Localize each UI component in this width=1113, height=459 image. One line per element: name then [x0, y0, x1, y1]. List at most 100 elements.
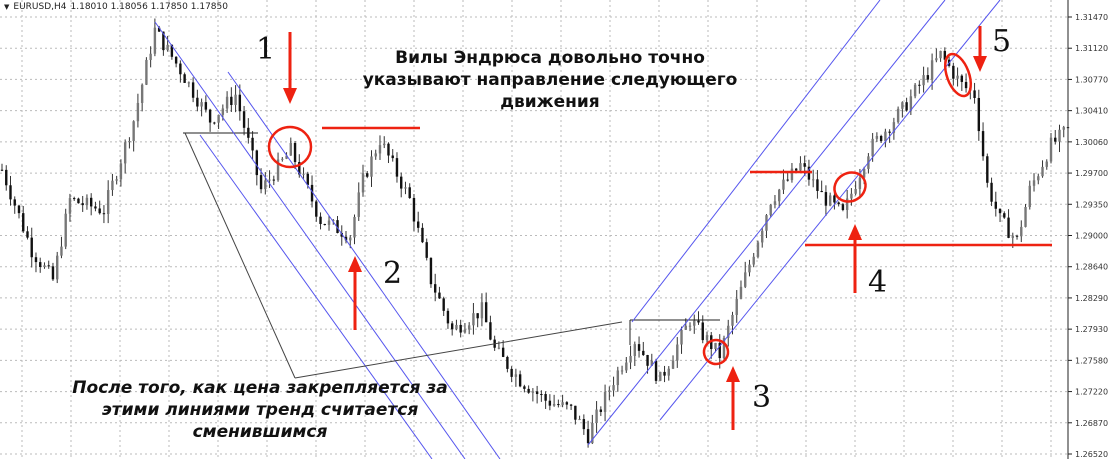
arrows [283, 26, 987, 430]
candle-body [0, 169, 4, 171]
candle-body [17, 205, 21, 214]
candle-body [540, 394, 543, 396]
candle-body [123, 142, 127, 164]
candle-body [349, 237, 352, 241]
candle-body [315, 201, 318, 217]
candle-body [956, 75, 959, 79]
candle-body [467, 325, 471, 330]
candle-body [794, 168, 798, 171]
candle-body [884, 131, 887, 142]
candle-body [680, 329, 683, 345]
candle-body [582, 419, 586, 430]
candle-body [862, 168, 866, 178]
price-tick-label: 1.31470 [1075, 13, 1108, 22]
candle-body [200, 102, 203, 107]
highlight-ellipse [833, 171, 867, 203]
candle-body [191, 82, 195, 98]
candle-body [514, 374, 518, 377]
candle-body [591, 422, 594, 444]
candle-body [463, 329, 467, 333]
label-2: 2 [383, 256, 403, 291]
candle-body [654, 360, 658, 381]
candle-body [637, 344, 641, 351]
candle-body [952, 65, 955, 79]
candle-body [102, 213, 106, 215]
candle-body [298, 162, 301, 175]
candle-body [773, 201, 777, 205]
bottom-note: После того, как цена закрепляется за эти… [72, 378, 448, 442]
candle-body [667, 368, 670, 376]
candle-body [153, 27, 157, 54]
candle-body [714, 342, 717, 350]
candle-body [302, 173, 305, 175]
candle-body [230, 96, 233, 105]
candle-body [977, 97, 981, 132]
candle-body [166, 44, 169, 51]
candle-body [259, 175, 263, 190]
candle-body [646, 355, 649, 366]
candle-body [735, 298, 738, 315]
candle-body [671, 360, 675, 369]
candle-body [140, 84, 144, 103]
candle-body [854, 188, 857, 194]
candle-body [820, 190, 823, 193]
candle-body [561, 402, 564, 406]
top-note: Вилы Эндрюса довольно точно указывают на… [362, 48, 738, 112]
price-tick-label: 1.26520 [1075, 450, 1108, 459]
candle-body [964, 81, 968, 89]
andrews-pitchfork-up [294, 0, 1001, 446]
highlight-ellipse [702, 338, 730, 366]
candle-body [913, 84, 917, 97]
symbol-label: EURUSD,H4 [13, 2, 67, 12]
highlight-ellipse [943, 52, 973, 98]
candle-body [1045, 161, 1048, 167]
candle-body [272, 179, 276, 181]
candle-body [578, 419, 581, 421]
candle-body [828, 195, 832, 206]
candle-body [378, 145, 382, 154]
candle-body [391, 155, 394, 159]
candle-body [497, 347, 501, 349]
candle-body [574, 405, 577, 420]
candle-body [383, 143, 386, 146]
candle-body [824, 192, 828, 206]
candle-body [739, 286, 743, 299]
candle-body [56, 255, 59, 280]
candle-body [701, 322, 704, 341]
price-axis[interactable]: 1.31470 1.31120 1.30770 1.30410 1.30060 1.297… [1068, 13, 1108, 459]
candle-body [586, 429, 590, 444]
candle-body [510, 368, 513, 377]
candle-body [1007, 217, 1010, 238]
candle-body [599, 409, 603, 412]
candle-body [264, 180, 267, 190]
price-tick-label: 1.27220 [1075, 388, 1108, 397]
triangle-down-icon[interactable]: ▼ [4, 3, 10, 11]
candle-body [408, 187, 411, 198]
candle-body [51, 266, 55, 280]
candle-body [438, 292, 441, 299]
candle-body [22, 213, 25, 232]
candle-body [752, 256, 755, 265]
candle-body [400, 176, 403, 189]
candle-body [1020, 226, 1023, 237]
price-tick-label: 1.27930 [1075, 325, 1108, 334]
candle-body [336, 220, 339, 234]
price-tick-label: 1.28290 [1075, 294, 1108, 303]
candle-body [727, 325, 730, 338]
candle-body [731, 314, 734, 326]
candle-body [98, 208, 101, 214]
candle-body [688, 325, 692, 327]
candle-body [119, 163, 123, 180]
candle-body [370, 156, 373, 177]
candle-body [174, 56, 178, 64]
candle-body [276, 159, 280, 181]
candle-body [1024, 207, 1027, 227]
candle-body [157, 27, 161, 32]
candle-body [841, 204, 845, 210]
candle-body [306, 173, 309, 185]
label-3: 3 [752, 380, 772, 415]
red-markers [267, 52, 1052, 366]
candle-body [833, 195, 836, 203]
candle-body [417, 221, 420, 228]
